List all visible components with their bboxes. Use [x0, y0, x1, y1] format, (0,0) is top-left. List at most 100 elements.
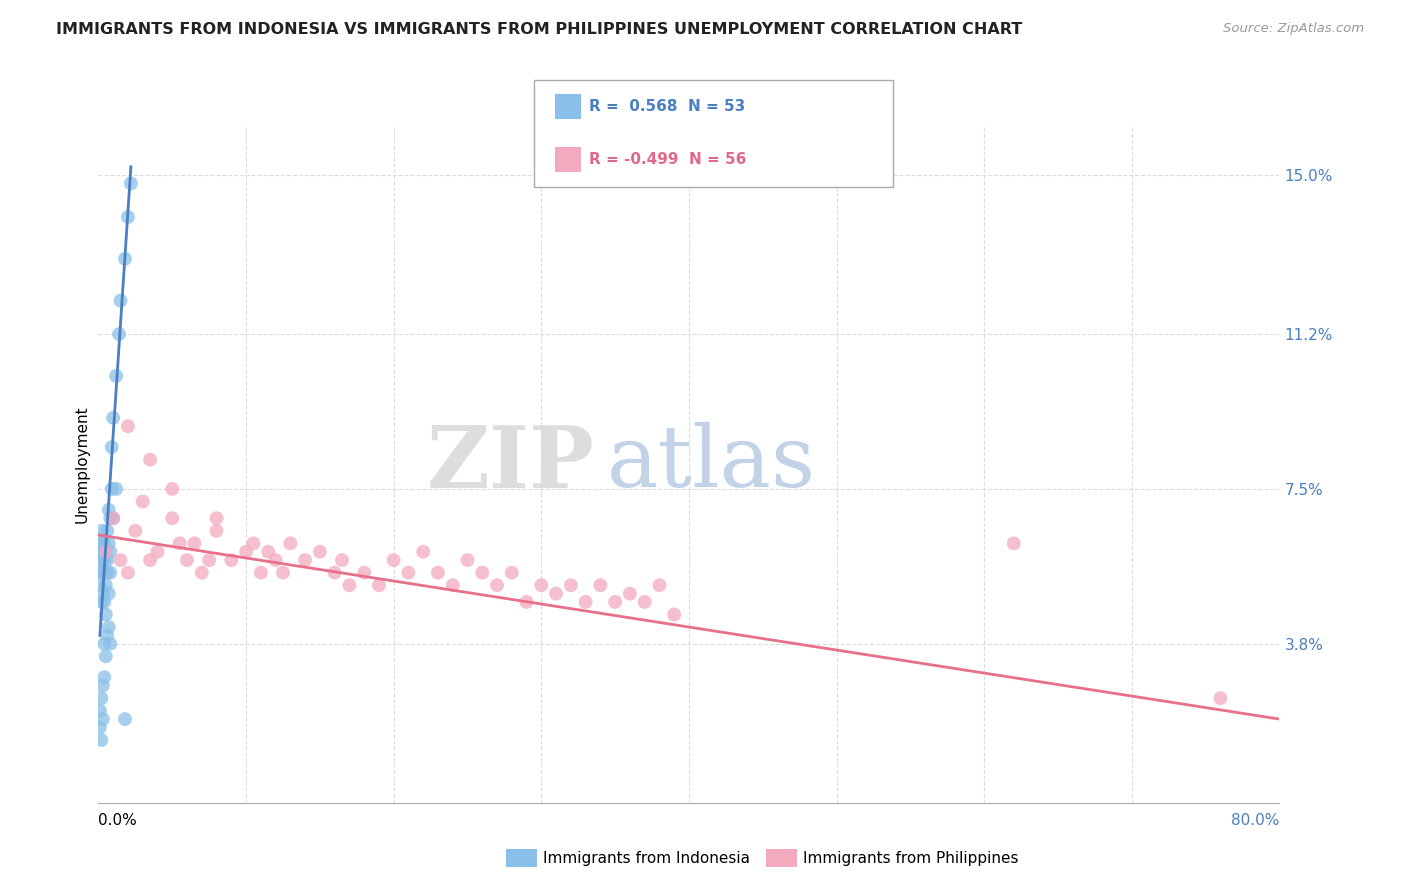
- Point: [93, 566, 115, 580]
- Point: [633, 595, 655, 609]
- Point: [110, 553, 132, 567]
- Point: [89, 553, 111, 567]
- Point: [90, 595, 112, 609]
- Point: [94, 649, 117, 664]
- Point: [412, 545, 434, 559]
- Point: [97, 536, 120, 550]
- Point: [323, 566, 346, 580]
- Point: [264, 553, 287, 567]
- Point: [471, 566, 494, 580]
- Point: [97, 586, 120, 600]
- Point: [96, 628, 118, 642]
- Point: [120, 177, 142, 191]
- Point: [93, 553, 115, 567]
- Text: Immigrants from Philippines: Immigrants from Philippines: [803, 851, 1018, 865]
- Point: [103, 511, 125, 525]
- Point: [90, 566, 112, 580]
- Point: [90, 524, 112, 538]
- Point: [560, 578, 582, 592]
- Point: [89, 721, 111, 735]
- Point: [103, 410, 125, 425]
- Point: [368, 578, 391, 592]
- Point: [501, 566, 523, 580]
- Point: [183, 536, 205, 550]
- Point: [97, 503, 120, 517]
- Point: [93, 595, 115, 609]
- Point: [96, 553, 118, 567]
- Point: [93, 536, 115, 550]
- Point: [235, 545, 257, 559]
- Point: [309, 545, 332, 559]
- Point: [486, 578, 509, 592]
- Point: [456, 553, 478, 567]
- Point: [103, 511, 125, 525]
- Point: [91, 679, 114, 693]
- Point: [427, 566, 450, 580]
- Point: [205, 524, 228, 538]
- Point: [250, 566, 273, 580]
- Point: [94, 607, 117, 622]
- Point: [89, 704, 111, 718]
- Point: [257, 545, 280, 559]
- Point: [132, 494, 155, 508]
- Point: [546, 586, 568, 600]
- Point: [100, 440, 122, 454]
- Point: [176, 553, 198, 567]
- Point: [1002, 536, 1025, 550]
- Point: [98, 566, 121, 580]
- Text: Immigrants from Indonesia: Immigrants from Indonesia: [543, 851, 749, 865]
- Point: [94, 545, 117, 559]
- Point: [515, 595, 537, 609]
- Point: [139, 452, 162, 467]
- Point: [91, 712, 114, 726]
- Point: [382, 553, 405, 567]
- Point: [124, 524, 146, 538]
- Point: [90, 733, 112, 747]
- Point: [191, 566, 214, 580]
- Point: [146, 545, 169, 559]
- Y-axis label: Unemployment: Unemployment: [75, 405, 90, 523]
- Point: [90, 691, 112, 706]
- Point: [330, 553, 353, 567]
- Point: [93, 637, 115, 651]
- Point: [97, 620, 120, 634]
- Point: [162, 482, 183, 496]
- Point: [89, 578, 111, 592]
- Text: R = -0.499  N = 56: R = -0.499 N = 56: [589, 153, 747, 167]
- Point: [648, 578, 671, 592]
- Point: [91, 553, 114, 567]
- Point: [1209, 691, 1232, 706]
- Point: [530, 578, 553, 592]
- Point: [114, 252, 136, 266]
- Point: [139, 553, 162, 567]
- Text: IMMIGRANTS FROM INDONESIA VS IMMIGRANTS FROM PHILIPPINES UNEMPLOYMENT CORRELATIO: IMMIGRANTS FROM INDONESIA VS IMMIGRANTS …: [56, 22, 1022, 37]
- Point: [90, 536, 112, 550]
- Point: [205, 511, 228, 525]
- Point: [396, 566, 419, 580]
- Point: [96, 566, 118, 580]
- Point: [117, 566, 139, 580]
- Point: [91, 586, 114, 600]
- Point: [100, 482, 122, 496]
- Text: atlas: atlas: [606, 422, 815, 506]
- Point: [242, 536, 264, 550]
- Point: [219, 553, 242, 567]
- Point: [91, 545, 114, 559]
- Point: [105, 368, 128, 383]
- Point: [90, 545, 112, 559]
- Point: [441, 578, 464, 592]
- Text: Source: ZipAtlas.com: Source: ZipAtlas.com: [1223, 22, 1364, 36]
- Point: [294, 553, 316, 567]
- Point: [271, 566, 294, 580]
- Text: 0.0%: 0.0%: [98, 813, 138, 828]
- Text: ZIP: ZIP: [426, 422, 595, 506]
- Point: [108, 327, 131, 342]
- Point: [91, 536, 114, 550]
- Point: [114, 712, 136, 726]
- Point: [162, 511, 183, 525]
- Point: [105, 482, 128, 496]
- Text: R =  0.568  N = 53: R = 0.568 N = 53: [589, 99, 745, 113]
- Point: [589, 578, 612, 592]
- Point: [98, 637, 121, 651]
- Point: [605, 595, 627, 609]
